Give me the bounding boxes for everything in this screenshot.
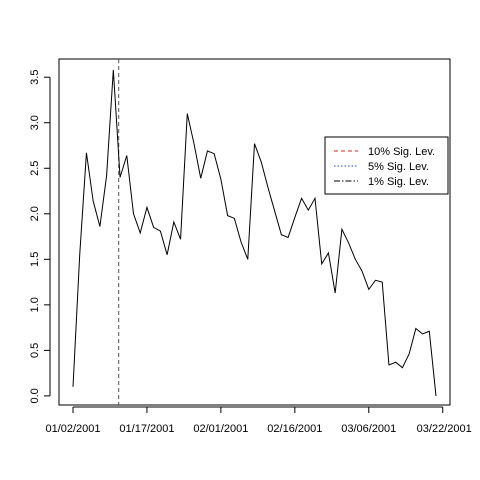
y-tick-label: 3.5 bbox=[29, 70, 41, 85]
legend-label: 10% Sig. Lev. bbox=[368, 146, 435, 158]
y-tick-label: 0.5 bbox=[29, 343, 41, 358]
legend-label: 5% Sig. Lev. bbox=[368, 161, 429, 173]
x-tick-label: 01/02/2001 bbox=[45, 423, 100, 435]
x-tick-label: 03/06/2001 bbox=[341, 423, 396, 435]
series-line bbox=[72, 69, 437, 396]
legend-label: 1% Sig. Lev. bbox=[368, 176, 429, 188]
y-tick-label: 0.0 bbox=[29, 388, 41, 403]
y-tick-label: 1.5 bbox=[29, 252, 41, 267]
y-tick-label: 1.0 bbox=[29, 297, 41, 312]
legend: 10% Sig. Lev. 5% Sig. Lev. 1% Sig. Lev. bbox=[324, 136, 449, 195]
x-axis: 01/02/2001 01/17/2001 02/01/2001 02/16/2001… bbox=[45, 406, 472, 435]
plot-frame bbox=[58, 58, 451, 406]
x-tick-label: 01/17/2001 bbox=[119, 423, 174, 435]
y-tick-label: 3.0 bbox=[29, 115, 41, 130]
y-axis: 0.0 0.5 1.0 1.5 2.0 2.5 3.0 3.5 bbox=[29, 70, 51, 404]
y-tick-label: 2.5 bbox=[29, 161, 41, 176]
x-tick-label: 02/01/2001 bbox=[193, 423, 248, 435]
series-layer bbox=[72, 69, 437, 396]
x-tick-label: 02/16/2001 bbox=[267, 423, 322, 435]
y-tick-label: 2.0 bbox=[29, 206, 41, 221]
x-tick-label: 03/22/2001 bbox=[417, 423, 472, 435]
